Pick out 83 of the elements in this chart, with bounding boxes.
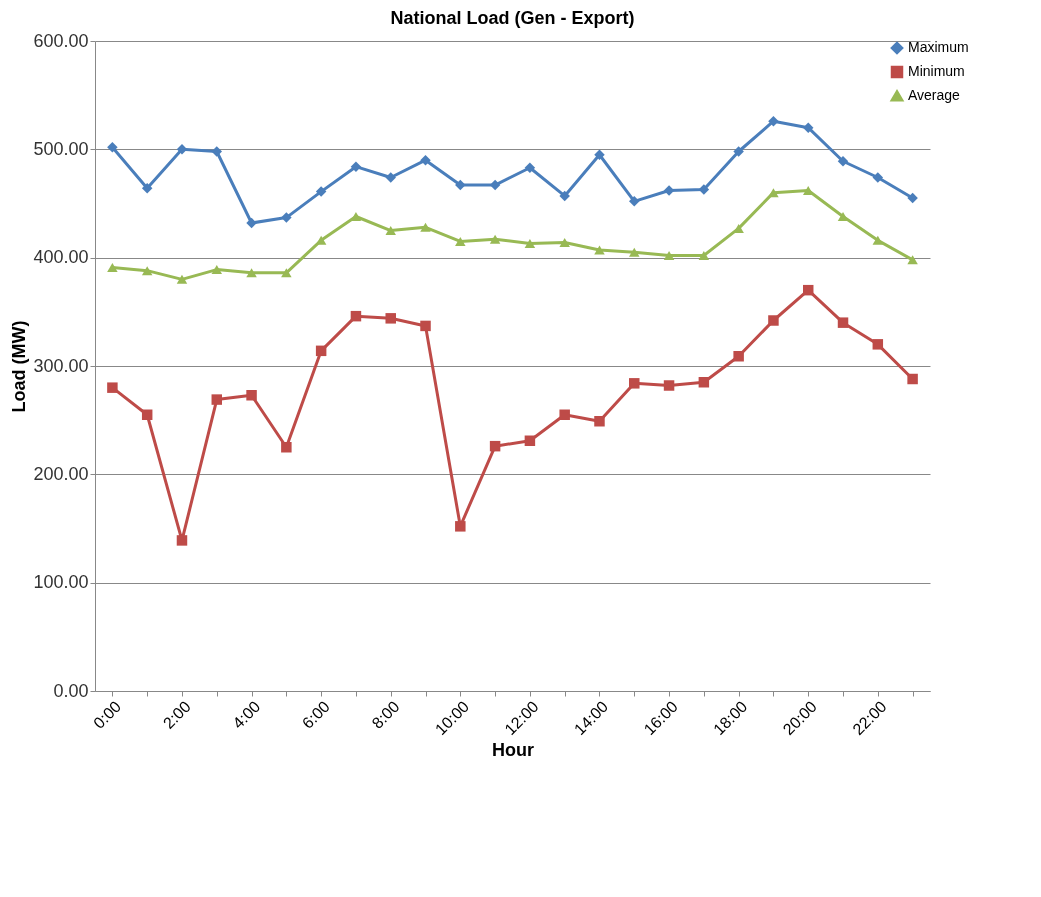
point	[698, 184, 710, 195]
point	[489, 234, 501, 244]
point	[663, 380, 675, 391]
point	[281, 442, 292, 453]
point	[176, 274, 188, 284]
x-axis-title: Hour	[492, 740, 534, 761]
legend-label: Maximum	[908, 39, 969, 55]
point	[663, 185, 675, 196]
point	[455, 521, 466, 532]
point	[837, 156, 849, 167]
point	[559, 190, 570, 202]
point	[524, 435, 536, 446]
point	[141, 266, 153, 276]
x-tick-label: 6:00	[298, 697, 334, 732]
point	[802, 122, 814, 133]
point	[107, 382, 118, 393]
point	[176, 535, 188, 546]
point	[350, 310, 362, 322]
point	[872, 235, 884, 245]
point	[768, 188, 779, 198]
point	[211, 146, 223, 157]
point	[281, 268, 292, 278]
point	[455, 236, 466, 246]
point	[768, 315, 779, 326]
point	[385, 313, 396, 324]
point	[768, 115, 779, 127]
point	[141, 183, 153, 194]
point	[594, 416, 605, 427]
point	[629, 378, 640, 389]
point	[559, 237, 570, 248]
point	[733, 146, 744, 157]
point	[663, 250, 675, 261]
point	[107, 262, 118, 272]
y-tick-label: 0.00	[53, 680, 89, 701]
point	[698, 250, 710, 261]
point	[907, 255, 918, 265]
point	[524, 239, 536, 249]
point	[246, 268, 257, 278]
y-tick-label: 500.00	[33, 138, 89, 159]
point	[629, 196, 640, 207]
y-tick-label: 400.00	[33, 247, 89, 268]
point	[315, 345, 327, 357]
point	[629, 247, 640, 257]
point	[733, 351, 744, 362]
y-tick-label: 300.00	[33, 355, 89, 376]
point	[141, 409, 153, 420]
point	[420, 154, 431, 166]
point	[872, 172, 884, 183]
point	[455, 179, 466, 191]
point	[802, 284, 814, 296]
point	[211, 265, 223, 275]
y-tick-label: 200.00	[33, 463, 89, 484]
x-tick-label: 4:00	[229, 697, 264, 732]
point	[385, 172, 396, 183]
chart-title: National Load (Gen - Export)	[390, 8, 635, 28]
point	[594, 149, 605, 160]
point	[315, 186, 327, 197]
x-tick-label: 2:00	[159, 697, 194, 732]
point	[872, 339, 884, 350]
legend-label: Average	[908, 87, 961, 103]
x-tick-label: 0:00	[90, 697, 125, 732]
point	[907, 373, 918, 385]
point	[246, 217, 257, 229]
point	[420, 320, 431, 332]
x-tick-label: 8:00	[368, 697, 403, 732]
point	[385, 226, 396, 236]
y-tick-label: 100.00	[33, 572, 89, 593]
point	[594, 245, 605, 255]
point	[559, 409, 570, 420]
point	[246, 390, 257, 401]
point	[524, 162, 536, 173]
point	[420, 222, 431, 232]
point	[350, 161, 362, 172]
legend-label: Minimum	[908, 63, 965, 79]
point	[281, 212, 292, 223]
point	[698, 377, 710, 388]
point	[907, 192, 918, 204]
y-tick-label: 600.00	[33, 30, 89, 51]
y-axis-title: Load (MW)	[9, 320, 30, 413]
point	[107, 141, 118, 153]
point	[489, 440, 501, 452]
point	[211, 394, 223, 405]
point	[837, 317, 849, 328]
